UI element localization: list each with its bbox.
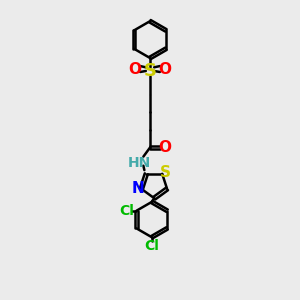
Text: O: O (158, 140, 171, 155)
Text: Cl: Cl (144, 239, 159, 253)
Text: O: O (159, 62, 172, 77)
Text: O: O (128, 62, 141, 77)
Text: S: S (143, 62, 157, 80)
Text: S: S (160, 165, 171, 180)
Text: N: N (132, 182, 145, 196)
Text: Cl: Cl (120, 204, 135, 218)
Text: HN: HN (127, 156, 151, 170)
